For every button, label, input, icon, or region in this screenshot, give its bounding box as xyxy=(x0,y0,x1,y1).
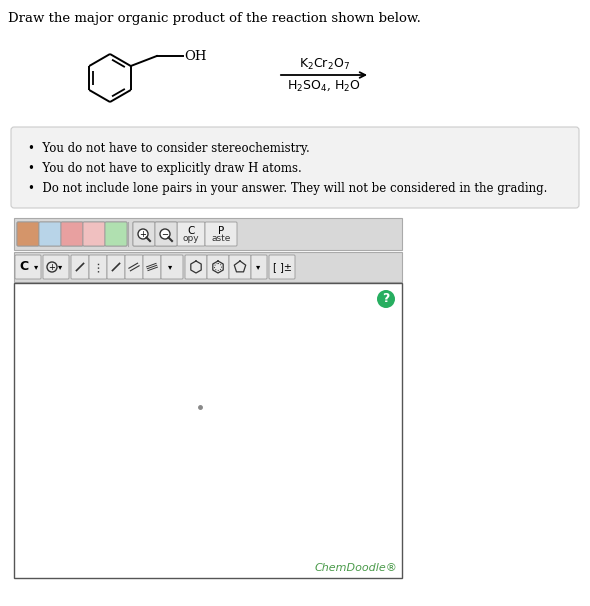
Text: ▾: ▾ xyxy=(256,262,260,271)
FancyBboxPatch shape xyxy=(15,255,41,279)
Text: +: + xyxy=(48,262,55,271)
FancyBboxPatch shape xyxy=(133,222,155,246)
FancyBboxPatch shape xyxy=(177,222,205,246)
Circle shape xyxy=(377,290,395,308)
Text: C: C xyxy=(187,225,195,236)
Text: ▾: ▾ xyxy=(34,262,38,271)
FancyBboxPatch shape xyxy=(83,222,105,246)
Text: ▾: ▾ xyxy=(168,262,172,271)
Text: •  You do not have to explicitly draw H atoms.: • You do not have to explicitly draw H a… xyxy=(28,162,301,175)
FancyBboxPatch shape xyxy=(71,255,89,279)
Text: •  You do not have to consider stereochemistry.: • You do not have to consider stereochem… xyxy=(28,142,310,155)
FancyBboxPatch shape xyxy=(83,222,105,246)
FancyBboxPatch shape xyxy=(251,255,267,279)
FancyBboxPatch shape xyxy=(89,255,107,279)
Text: $\rm K_2Cr_2O_7$: $\rm K_2Cr_2O_7$ xyxy=(299,57,349,72)
FancyBboxPatch shape xyxy=(133,222,155,246)
FancyBboxPatch shape xyxy=(143,255,161,279)
Text: ▾: ▾ xyxy=(58,262,62,271)
FancyBboxPatch shape xyxy=(161,255,183,279)
FancyBboxPatch shape xyxy=(43,255,69,279)
FancyBboxPatch shape xyxy=(17,222,39,246)
Circle shape xyxy=(138,229,148,239)
FancyBboxPatch shape xyxy=(185,255,207,279)
FancyBboxPatch shape xyxy=(155,222,177,246)
FancyBboxPatch shape xyxy=(207,255,229,279)
FancyBboxPatch shape xyxy=(11,127,579,208)
Text: [ ]±: [ ]± xyxy=(273,262,291,272)
Text: C: C xyxy=(19,261,28,273)
Text: Draw the major organic product of the reaction shown below.: Draw the major organic product of the re… xyxy=(8,12,421,25)
Text: aste: aste xyxy=(211,235,231,244)
Bar xyxy=(14,252,402,282)
Text: OH: OH xyxy=(183,50,206,62)
FancyBboxPatch shape xyxy=(105,222,127,246)
FancyBboxPatch shape xyxy=(125,255,143,279)
Circle shape xyxy=(160,229,170,239)
FancyBboxPatch shape xyxy=(229,255,251,279)
FancyBboxPatch shape xyxy=(105,222,127,246)
FancyBboxPatch shape xyxy=(61,222,83,246)
FancyBboxPatch shape xyxy=(269,255,295,279)
FancyBboxPatch shape xyxy=(155,222,177,246)
FancyBboxPatch shape xyxy=(205,222,237,246)
FancyBboxPatch shape xyxy=(39,222,61,246)
Text: +: + xyxy=(140,230,146,239)
FancyBboxPatch shape xyxy=(17,222,39,246)
FancyBboxPatch shape xyxy=(107,255,125,279)
Bar xyxy=(14,283,402,578)
Text: opy: opy xyxy=(183,235,199,244)
Bar xyxy=(14,218,402,250)
Text: −: − xyxy=(162,230,169,239)
Text: $\rm H_2SO_4$, $\rm H_2O$: $\rm H_2SO_4$, $\rm H_2O$ xyxy=(287,79,361,93)
Text: ?: ? xyxy=(382,293,389,305)
FancyBboxPatch shape xyxy=(39,222,61,246)
FancyBboxPatch shape xyxy=(61,222,83,246)
Text: •  Do not include lone pairs in your answer. They will not be considered in the : • Do not include lone pairs in your answ… xyxy=(28,182,548,195)
Text: ChemDoodle®: ChemDoodle® xyxy=(314,563,397,573)
Text: P: P xyxy=(218,225,224,236)
